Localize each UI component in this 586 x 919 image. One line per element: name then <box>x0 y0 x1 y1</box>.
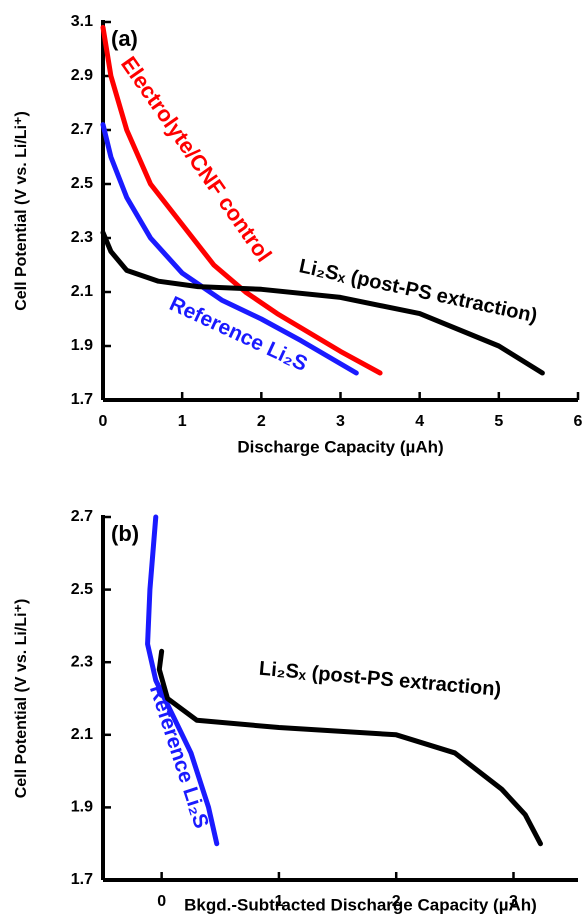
series-label: Li₂Sₓ (post-PS extraction) <box>258 658 502 701</box>
x-tick-label: 1 <box>274 893 283 910</box>
x-tick-label: 1 <box>178 413 187 430</box>
y-tick-label: 2.3 <box>71 229 93 246</box>
y-tick-label: 2.5 <box>71 581 93 598</box>
y-tick-label: 1.7 <box>71 391 93 408</box>
x-tick-label: 0 <box>99 413 108 430</box>
panel-label: (a) <box>111 26 138 51</box>
y-tick-label: 2.1 <box>71 726 93 743</box>
y-axis-label: Cell Potential (V vs. Li/Li⁺) <box>13 111 30 311</box>
x-tick-label: 2 <box>257 413 266 430</box>
y-tick-label: 2.7 <box>71 508 93 525</box>
y-tick-label: 1.7 <box>71 871 93 888</box>
x-tick-label: 3 <box>336 413 345 430</box>
x-axis-label: Discharge Capacity (µAh) <box>237 437 443 456</box>
y-tick-label: 2.3 <box>71 653 93 670</box>
y-tick-label: 1.9 <box>71 337 93 354</box>
y-tick-label: 3.1 <box>71 13 93 30</box>
x-tick-label: 3 <box>509 893 518 910</box>
y-axis-label: Cell Potential (V vs. Li/Li⁺) <box>13 599 30 799</box>
series-line <box>100 122 359 376</box>
x-tick-label: 6 <box>574 413 583 430</box>
y-tick-label: 2.7 <box>71 121 93 138</box>
x-tick-label: 5 <box>494 413 503 430</box>
series-line <box>156 648 543 847</box>
series-label: Li₂Sₓ (post-PS extraction) <box>297 255 539 327</box>
y-tick-label: 2.1 <box>71 283 93 300</box>
y-tick-label: 2.5 <box>71 175 93 192</box>
x-tick-label: 4 <box>415 413 424 430</box>
series-line <box>100 230 545 376</box>
panel-label: (b) <box>111 521 139 546</box>
x-tick-label: 2 <box>392 893 401 910</box>
x-axis-label: Bkgd.-Subtracted Discharge Capacity (µAh… <box>184 895 537 914</box>
y-tick-label: 2.9 <box>71 67 93 84</box>
series-line <box>100 24 383 376</box>
series-line <box>145 514 220 847</box>
x-tick-label: 0 <box>157 893 166 910</box>
y-tick-label: 1.9 <box>71 799 93 816</box>
